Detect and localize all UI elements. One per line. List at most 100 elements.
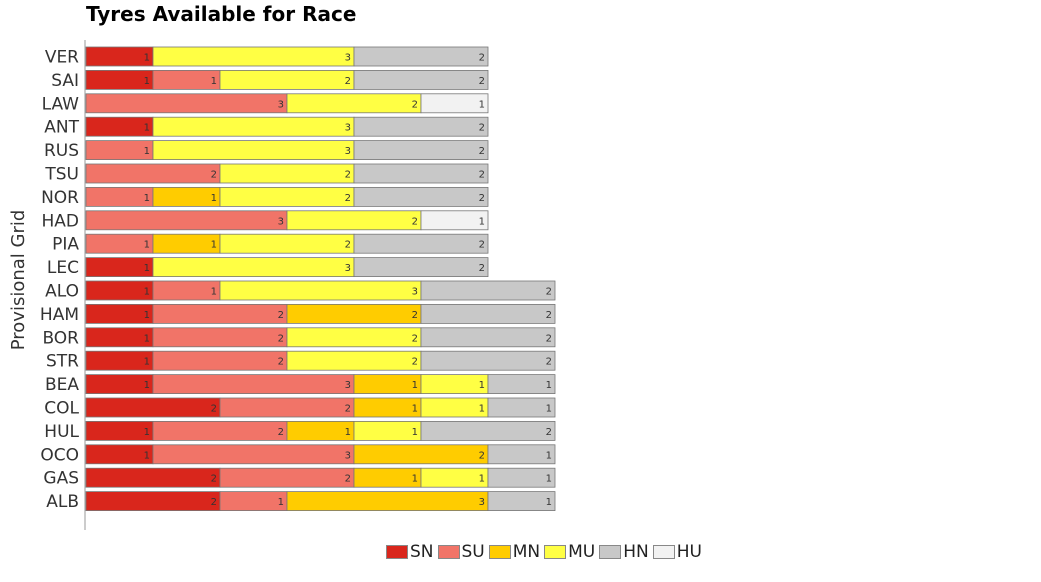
legend-item: HU	[652, 542, 704, 562]
bar-segment	[353, 444, 489, 465]
bar-segment	[152, 327, 288, 348]
bar-value-label: 1	[278, 497, 284, 508]
bar-value-label: 2	[546, 310, 552, 321]
bar-value-label: 2	[479, 240, 485, 251]
bar-value-label: 1	[412, 427, 418, 438]
bar-segment	[85, 491, 221, 512]
bar-value-label: 1	[144, 450, 150, 461]
bar-value-label: 2	[546, 333, 552, 344]
bar-value-label: 2	[412, 333, 418, 344]
bar-value-label: 1	[144, 357, 150, 368]
bar-value-label: 2	[412, 99, 418, 110]
bar-segment	[85, 467, 221, 488]
bar-segment	[219, 280, 422, 301]
bar-value-label: 2	[278, 310, 284, 321]
bar-value-label: 2	[479, 123, 485, 134]
bar-segment	[286, 327, 422, 348]
bar-value-label: 3	[345, 380, 351, 391]
driver-label: ALB	[46, 492, 79, 512]
bar-value-label: 3	[345, 123, 351, 134]
bar-segment	[286, 491, 489, 512]
bar-segment	[152, 350, 288, 371]
bar-value-label: 1	[144, 240, 150, 251]
bar-value-label: 2	[546, 357, 552, 368]
bar-value-label: 2	[479, 53, 485, 64]
bar-segment	[353, 257, 489, 278]
driver-label: SAI	[51, 71, 79, 91]
bar-value-label: 1	[144, 333, 150, 344]
bar-segment	[487, 444, 556, 465]
bar-value-label: 2	[479, 193, 485, 204]
bar-segment	[420, 350, 556, 371]
driver-label: HAM	[40, 305, 79, 325]
bar-value-label: 1	[144, 123, 150, 134]
legend: SN SU MN MU HN HU	[386, 542, 706, 562]
bar-segment	[152, 303, 288, 324]
bar-value-label: 2	[412, 357, 418, 368]
driver-label: GAS	[43, 469, 79, 489]
bar-value-label: 2	[345, 404, 351, 415]
legend-item: SU	[437, 542, 487, 562]
bar-value-label: 1	[144, 310, 150, 321]
bar-value-label: 3	[345, 53, 351, 64]
bar-segment	[420, 280, 556, 301]
bar-segment	[152, 46, 355, 67]
bar-segment	[353, 233, 489, 254]
legend-label: SU	[461, 542, 485, 562]
bar-value-label: 2	[278, 357, 284, 368]
legend-item: HN	[599, 542, 651, 562]
bar-segment	[219, 233, 355, 254]
legend-swatch	[652, 545, 675, 559]
driver-label: COL	[44, 399, 79, 419]
bar-segment	[152, 374, 355, 395]
bar-value-label: 1	[211, 240, 217, 251]
legend-swatch	[437, 545, 460, 559]
bar-segment	[487, 397, 556, 418]
bar-value-label: 1	[412, 404, 418, 415]
bar-value-label: 1	[546, 450, 552, 461]
bar-value-label: 2	[345, 240, 351, 251]
driver-label: PIA	[52, 235, 79, 255]
bar-segment	[353, 116, 489, 137]
bar-value-label: 3	[412, 287, 418, 298]
legend-swatch	[599, 545, 622, 559]
bar-value-label: 1	[144, 287, 150, 298]
bar-segment	[487, 374, 556, 395]
bar-value-label: 1	[546, 474, 552, 485]
bar-value-label: 2	[211, 474, 217, 485]
bar-value-label: 1	[546, 380, 552, 391]
bar-segment	[353, 186, 489, 207]
bar-value-label: 1	[479, 216, 485, 227]
bar-segment	[152, 116, 355, 137]
bar-value-label: 1	[479, 474, 485, 485]
bar-segment	[353, 140, 489, 161]
bar-segment	[85, 93, 288, 114]
bar-value-label: 2	[211, 170, 217, 181]
legend-swatch	[544, 545, 567, 559]
bars: 1 3 2 1 1 2 2 3 2 1 1 3 2 1 3 2 2 2 2 1 1 2 2 3 2 1 1 1 2 2 1 3 2 1 1 3 2 1 2 2…	[85, 46, 556, 512]
bar-segment	[353, 46, 489, 67]
bar-value-label: 3	[479, 497, 485, 508]
bar-value-label: 1	[144, 427, 150, 438]
bar-value-label: 1	[479, 99, 485, 110]
driver-label: RUS	[44, 141, 79, 161]
bar-value-label: 1	[211, 287, 217, 298]
bar-segment	[85, 210, 288, 231]
bar-value-label: 2	[345, 474, 351, 485]
bar-value-label: 3	[345, 146, 351, 157]
bar-segment	[152, 420, 288, 441]
legend-label: MN	[512, 542, 541, 562]
legend-item: SN	[386, 542, 436, 562]
bar-value-label: 1	[479, 404, 485, 415]
y-axis-title: Provisional Grid	[8, 210, 29, 351]
bar-value-label: 1	[211, 76, 217, 87]
driver-label: LAW	[42, 94, 80, 114]
bar-segment	[152, 257, 355, 278]
bar-segment	[286, 210, 422, 231]
bar-segment	[420, 93, 489, 114]
bar-segment	[487, 467, 556, 488]
bar-value-label: 2	[479, 170, 485, 181]
bar-segment	[152, 140, 355, 161]
legend-label: MU	[568, 542, 596, 562]
